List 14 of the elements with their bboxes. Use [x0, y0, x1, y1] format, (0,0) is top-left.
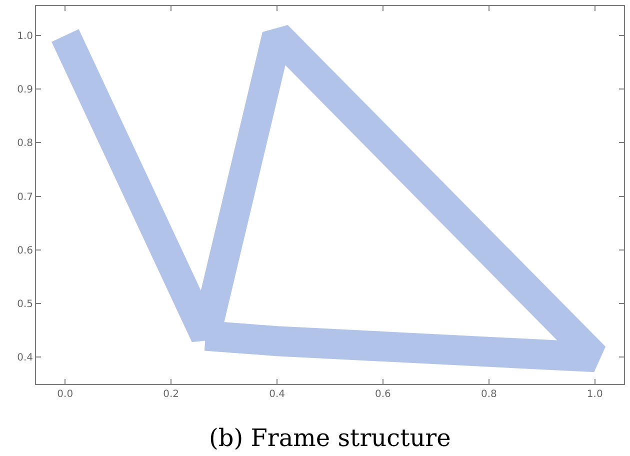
y-tick-label: 0.8	[17, 138, 33, 150]
y-tick-label: 0.4	[17, 352, 33, 364]
y-tick-label: 0.7	[17, 192, 33, 203]
x-tick-label: 0.6	[375, 389, 391, 400]
x-tick-label: 0.2	[163, 389, 180, 400]
x-tick-label: 1.0	[586, 389, 603, 400]
text: (b) Frame structure	[209, 424, 451, 452]
y-tick-label: 0.5	[17, 299, 33, 310]
x-tick-label: 0.8	[480, 389, 497, 400]
x-tick-label: 0.0	[57, 389, 74, 400]
y-tick-label: 0.9	[17, 84, 33, 96]
x-tick-label: 0.4	[269, 389, 285, 400]
y-tick-label: 1.0	[17, 30, 33, 42]
y-tick-label: 0.6	[17, 245, 33, 256]
